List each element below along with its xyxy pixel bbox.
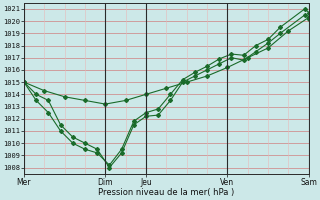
- X-axis label: Pression niveau de la mer( hPa ): Pression niveau de la mer( hPa ): [98, 188, 235, 197]
